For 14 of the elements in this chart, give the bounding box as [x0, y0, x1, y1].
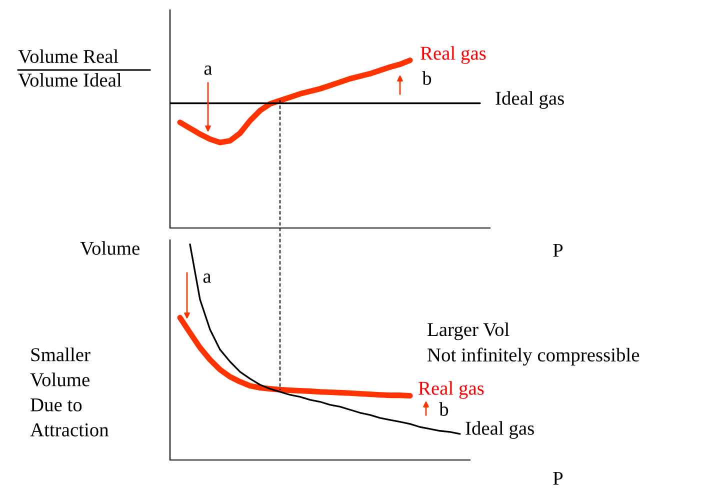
annotation: Larger Vol Not infinitely compressible — [428, 322, 640, 366]
text: Smaller Volume Due to Attraction — [30, 348, 109, 436]
annotation: b — [439, 402, 448, 416]
series-label: Real gas — [418, 381, 484, 399]
series-label: Real gas — [420, 46, 486, 64]
series-label: Ideal gas — [496, 91, 564, 109]
annotation: b — [422, 71, 432, 85]
annotation: a — [203, 274, 212, 283]
series-label: Ideal gas — [466, 421, 534, 439]
x-axis-title: P — [553, 244, 563, 257]
y-axis-title: Volume Real Volume Ideal — [18, 49, 122, 87]
annotation: a — [204, 66, 212, 75]
x-axis-title: P — [553, 472, 563, 485]
y-axis-title: Volume — [80, 241, 140, 255]
